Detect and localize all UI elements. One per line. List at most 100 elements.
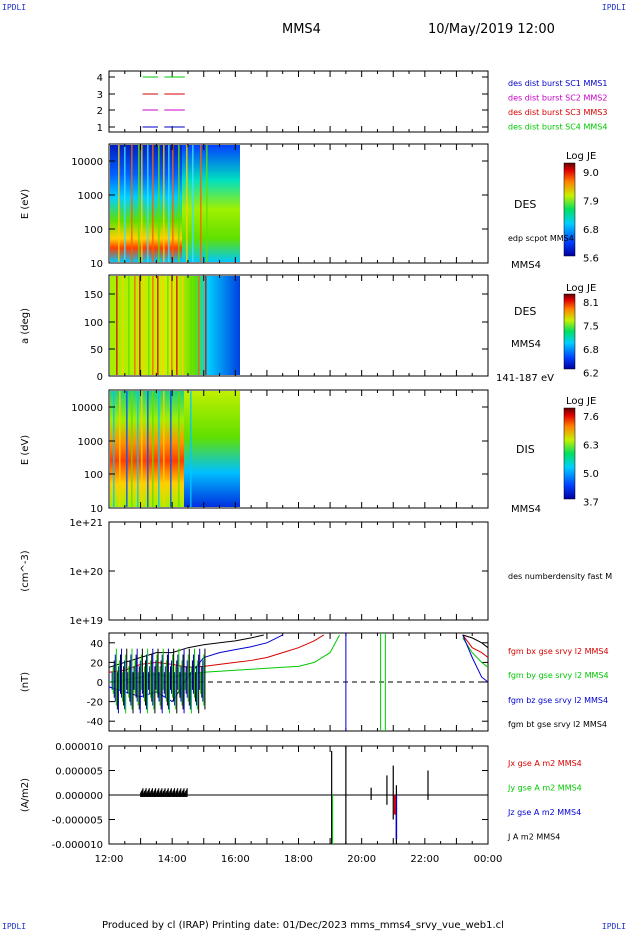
- colorbar-tick-label: 6.8: [583, 225, 599, 236]
- des-energy-label: DES: [514, 198, 536, 211]
- spectrogram-stripe: [124, 145, 126, 262]
- spectrogram-stripe: [138, 145, 140, 262]
- colorbar-tick-label: 6.8: [583, 345, 599, 356]
- spectrogram-stripe: [131, 391, 133, 507]
- spectrogram-stripe: [158, 391, 160, 507]
- spectrogram-stripe: [186, 145, 188, 262]
- colorbar-tick-label: 3.7: [583, 498, 599, 509]
- colorbar-title: Log JE: [566, 396, 596, 407]
- spectrogram-stripe: [137, 391, 139, 507]
- burst-legend-label: des dist burst SC1 MMS1: [508, 79, 607, 88]
- current-legend-label: Jy gse A m2 MMS4: [507, 784, 582, 793]
- dis-energy-spectrogram: [110, 391, 240, 507]
- spectrogram-stripe: [162, 276, 164, 375]
- spectrogram-stripe: [190, 391, 192, 507]
- fgm-y-tick-label: -40: [87, 717, 103, 728]
- des-energy-y-tick-label: 100: [84, 225, 103, 236]
- fgm-series-line: [462, 634, 489, 649]
- dis-energy-y-tick-label: 100: [84, 470, 103, 481]
- current-y-label: (A/m2): [20, 778, 31, 812]
- burst-y-tick-label: 2: [97, 106, 103, 117]
- burst-legend-label: des dist burst SC2 MMS2: [508, 94, 607, 103]
- current-legend-label: J A m2 MMS4: [507, 833, 560, 842]
- x-tick-label: 22:00: [410, 854, 439, 865]
- spectrogram-stripe: [143, 276, 145, 375]
- des-pitch-energy-range: 141-187 eV: [496, 373, 554, 384]
- fgm-y-label: (nT): [20, 672, 31, 692]
- x-tick-label: 14:00: [158, 854, 187, 865]
- spectrogram-stripe: [205, 276, 207, 375]
- colorbar-tick-label: 8.1: [583, 298, 599, 309]
- spectrogram-stripe: [134, 276, 136, 375]
- x-tick-label: 18:00: [284, 854, 313, 865]
- spectrogram-stripe: [182, 276, 184, 375]
- colorbar-tick-label: 7.6: [583, 412, 599, 423]
- des-energy-spectrogram: [110, 145, 240, 262]
- des-pitch-label: DES: [514, 305, 536, 318]
- spectrogram-stripe: [168, 145, 170, 262]
- spectrogram-stripe: [171, 276, 173, 375]
- spectrogram-stripe: [178, 391, 180, 507]
- spectrogram-stripe: [148, 276, 150, 375]
- spectrogram-stripe: [206, 145, 208, 262]
- spectrogram-stripe: [157, 276, 159, 375]
- corner-label-top-right: IPDLI: [601, 3, 626, 12]
- fgm-y-tick-label: 20: [90, 658, 103, 669]
- colorbar-tick-label: 6.2: [583, 369, 599, 380]
- des-energy-sc-label: MMS4: [511, 260, 541, 271]
- fgm-legend-label: fgm bz gse srvy l2 MMS4: [508, 696, 608, 705]
- density-y-label: (cm^-3): [20, 550, 31, 591]
- des-pitch-sc-label: MMS4: [511, 339, 541, 350]
- header-spacecraft: MMS4: [282, 22, 321, 37]
- colorbar-title: Log JE: [566, 283, 596, 294]
- colorbar-des-pitch: [563, 293, 576, 370]
- des-pitch-y-tick-label: 50: [90, 345, 103, 356]
- colorbar-tick-label: 6.3: [583, 441, 599, 452]
- burst-y-tick-label: 1: [97, 123, 103, 134]
- spectrogram-stripe: [152, 391, 154, 507]
- spectrogram-stripe: [172, 145, 174, 262]
- burst-legend-label: des dist burst SC4 MMS4: [508, 123, 607, 132]
- des-pitch-y-tick-label: 0: [97, 372, 103, 383]
- footer-text: Produced by cl (IRAP) Printing date: 01/…: [102, 920, 504, 931]
- corner-label-bottom-right: IPDLI: [601, 922, 626, 931]
- current-y-tick-label: 0.000010: [55, 742, 103, 753]
- x-tick-label: 20:00: [347, 854, 376, 865]
- colorbar-tick-label: 7.9: [583, 197, 599, 208]
- spectrogram-stripe: [190, 276, 192, 375]
- header-datetime: 10/May/2019 12:00: [428, 22, 555, 37]
- colorbar-tick-label: 5.0: [583, 469, 599, 480]
- burst-y-tick-label: 3: [97, 90, 103, 101]
- colorbar-dis-energy: [563, 407, 576, 500]
- density-panel-frame: [108, 521, 489, 621]
- des-energy-scpot-label: edp scpot MMS4: [508, 234, 574, 243]
- colorbar-tick-label: 7.5: [583, 322, 599, 333]
- spectrogram-stripe: [119, 391, 121, 507]
- current-y-tick-label: -0.000010: [52, 840, 103, 851]
- spectrogram-stripe: [163, 145, 165, 262]
- spectrogram-stripe: [122, 276, 124, 375]
- spectrogram-stripe: [152, 145, 154, 262]
- fgm-legend-label: fgm bt gse srvy l2 MMS4: [508, 720, 607, 729]
- fgm-y-tick-label: 0: [97, 678, 103, 689]
- dis-energy-y-tick-label: 10: [90, 504, 103, 515]
- dis-energy-sc-label: MMS4: [511, 504, 541, 515]
- current-y-tick-label: 0.000000: [55, 791, 103, 802]
- des-energy-y-tick-label: 10000: [71, 157, 103, 168]
- fgm-series-line: [462, 634, 489, 683]
- current-legend-label: Jz gse A m2 MMS4: [507, 808, 581, 817]
- dis-energy-y-tick-label: 1000: [78, 437, 103, 448]
- des-energy-y-tick-label: 10: [90, 259, 103, 270]
- burst-y-tick-label: 4: [97, 73, 103, 84]
- spectrogram-stripe: [200, 145, 202, 262]
- dis-energy-y-tick-label: 10000: [71, 403, 103, 414]
- dis-energy-y-label: E (eV): [20, 435, 31, 465]
- fgm-series-line: [462, 634, 489, 658]
- spectrogram-stripe: [128, 276, 130, 375]
- spectrogram-stripe: [116, 276, 118, 375]
- dis-energy-label: DIS: [516, 443, 535, 456]
- colorbar-title: Log JE: [566, 151, 596, 162]
- spectrogram-stripe: [118, 145, 120, 262]
- spectrogram-stripe: [131, 145, 133, 262]
- current-y-tick-label: 0.000005: [55, 767, 103, 778]
